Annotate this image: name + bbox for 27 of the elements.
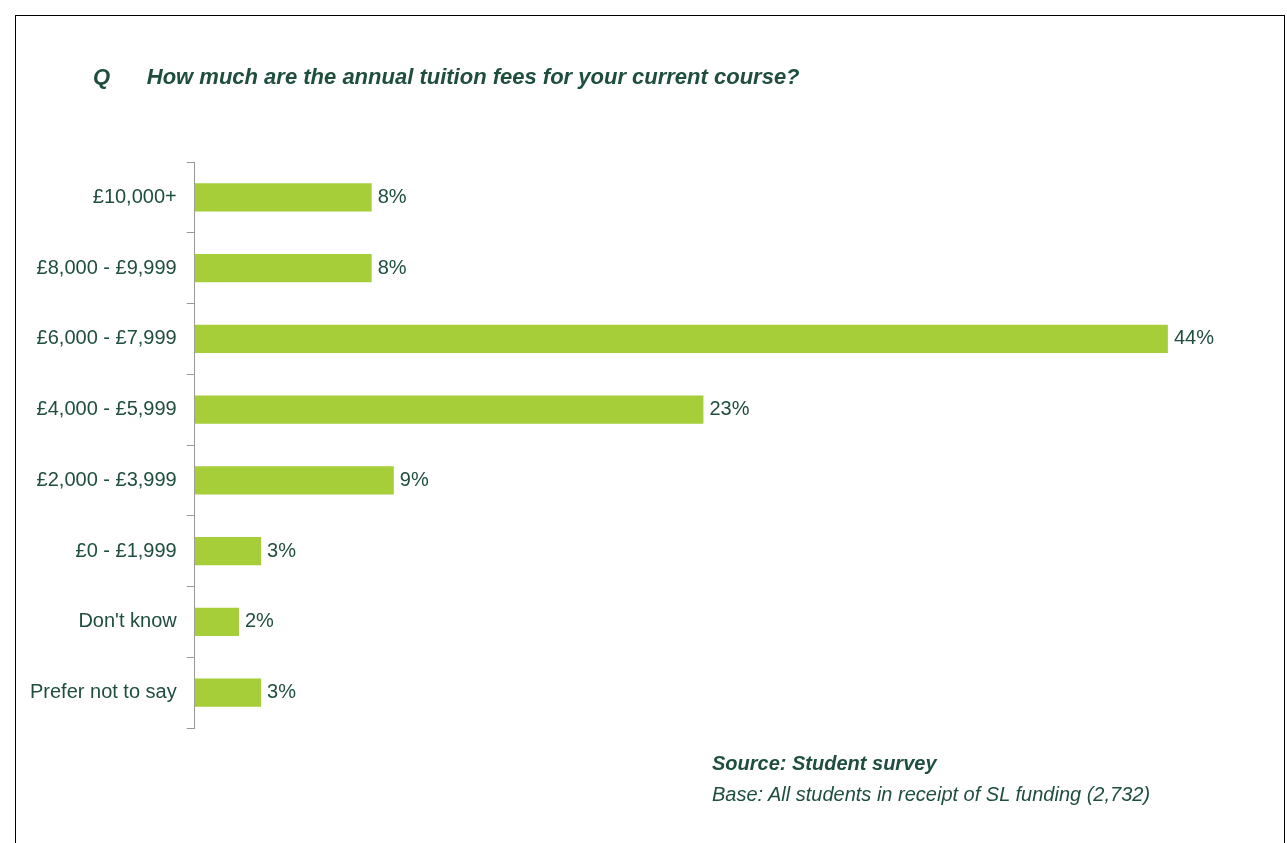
data-label: 3% <box>267 538 297 561</box>
data-label: 8% <box>377 184 407 207</box>
y-tick-label: Don't know <box>78 609 178 632</box>
bar <box>194 253 372 283</box>
bar <box>194 536 262 566</box>
bar <box>194 324 1168 354</box>
y-tick-label: £10,000+ <box>92 184 177 207</box>
bar <box>194 395 704 424</box>
data-label: 3% <box>267 680 297 703</box>
chart-title: Q How much are the annual tuition fees for your current course? <box>93 64 800 90</box>
bar <box>194 466 394 495</box>
source-note: Source: Student survey <box>712 752 937 775</box>
data-label: 2% <box>244 609 275 632</box>
y-tick-label: £4,000 - £5,999 <box>36 397 177 420</box>
data-label: 8% <box>377 255 407 278</box>
y-tick-label: £8,000 - £9,999 <box>36 255 177 278</box>
text: Base: All students in receipt of SL funding (2,732) <box>712 783 1151 806</box>
bar <box>194 678 262 707</box>
data-label: 44% <box>1173 326 1215 349</box>
y-tick-label: £6,000 - £7,999 <box>36 326 177 349</box>
y-tick-label: £2,000 - £3,999 <box>36 467 177 490</box>
bar <box>194 183 372 212</box>
data-label: 9% <box>399 467 429 490</box>
data-label: 23% <box>709 397 750 420</box>
y-tick-label: £0 - £1,999 <box>75 538 177 561</box>
y-tick-label: Prefer not to say <box>29 680 177 703</box>
bar <box>194 607 239 637</box>
